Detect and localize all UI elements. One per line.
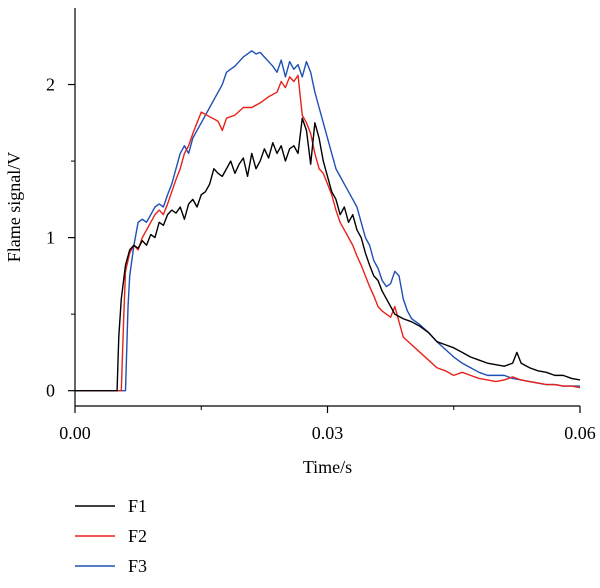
series-line-f2 — [75, 74, 581, 392]
x-tick-label: 0.00 — [59, 423, 91, 443]
legend-label-f3: F3 — [128, 556, 147, 576]
y-axis-ticks: 0 1 2 — [46, 75, 75, 401]
legend-label-f2: F2 — [128, 526, 147, 546]
series-layer — [75, 50, 581, 392]
x-tick-label: 0.03 — [312, 423, 344, 443]
x-axis-label: Time/s — [303, 457, 352, 477]
x-axis-ticks: 0.00 0.03 0.06 — [59, 406, 596, 443]
y-tick-label: 2 — [46, 75, 55, 95]
series-line-f1 — [75, 117, 581, 392]
series-line-f3 — [75, 50, 580, 392]
x-tick-label: 0.06 — [564, 423, 596, 443]
y-tick-label: 1 — [46, 228, 55, 248]
legend: F1 F2 F3 — [75, 496, 147, 576]
y-axis-label: Flame signal/V — [4, 152, 24, 263]
y-tick-label: 0 — [46, 381, 55, 401]
legend-label-f1: F1 — [128, 496, 147, 516]
plot-frame — [74, 8, 580, 407]
